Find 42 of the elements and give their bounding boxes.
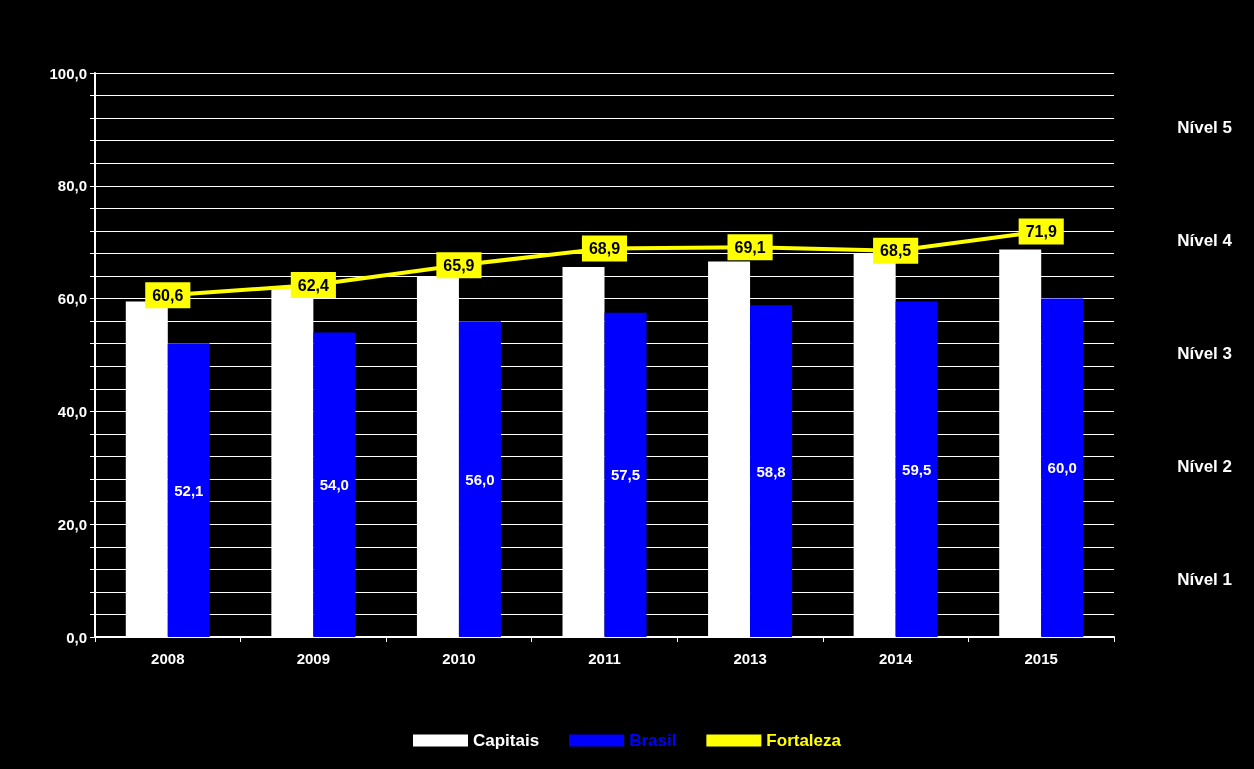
bar xyxy=(458,321,501,637)
text: Nível 3 xyxy=(1177,344,1232,363)
data-label: 56,0 xyxy=(465,470,495,488)
data-label: 68,5 xyxy=(880,242,912,260)
text: Nível 1 xyxy=(1177,569,1232,589)
data-label: 69,1 xyxy=(734,238,766,256)
y-tick-label: 20,0 xyxy=(57,515,87,533)
data-label: 71,9 xyxy=(1025,222,1057,240)
text: Nível 4 xyxy=(1177,231,1233,251)
data-label: 68,9 xyxy=(588,239,621,257)
text: Nível 2 xyxy=(1177,456,1232,476)
bar xyxy=(167,343,210,637)
legend-label: Brasil xyxy=(629,731,677,750)
bar xyxy=(604,312,647,637)
y-tick-label: 0,0 xyxy=(66,628,87,646)
bar xyxy=(750,305,793,637)
y-tick-label: 40,0 xyxy=(57,402,87,420)
data-label: 54,0 xyxy=(319,476,349,494)
data-label: 60,0 xyxy=(1047,459,1077,477)
data-label: 62,4 xyxy=(297,276,330,294)
data-label: 57,5 xyxy=(610,466,641,484)
x-tick-label: 2008 xyxy=(151,650,185,667)
x-tick-label: 2014 xyxy=(878,650,913,667)
bar xyxy=(313,332,356,637)
legend-label: Capitais xyxy=(472,731,540,750)
data-label: 52,1 xyxy=(174,481,204,499)
bar xyxy=(895,301,938,637)
x-tick-label: 2013 xyxy=(733,650,767,667)
y-tick-label: 60,0 xyxy=(57,290,87,308)
data-label: 59,5 xyxy=(902,460,932,478)
data-label: 65,9 xyxy=(443,256,475,274)
text: Nível 5 xyxy=(1177,118,1232,138)
y-tick-label: 80,0 xyxy=(57,177,87,195)
bar xyxy=(1041,298,1084,637)
y-tick-label: 100,0 xyxy=(49,64,87,82)
legend-label: Fortaleza xyxy=(766,731,842,750)
x-tick-label: 2010 xyxy=(442,650,476,667)
data-label: 58,8 xyxy=(756,462,786,480)
data-label: 60,6 xyxy=(152,286,184,304)
x-tick-label: 2011 xyxy=(588,650,621,667)
x-tick-label: 2015 xyxy=(1024,650,1058,667)
x-tick-label: 2009 xyxy=(296,650,331,667)
